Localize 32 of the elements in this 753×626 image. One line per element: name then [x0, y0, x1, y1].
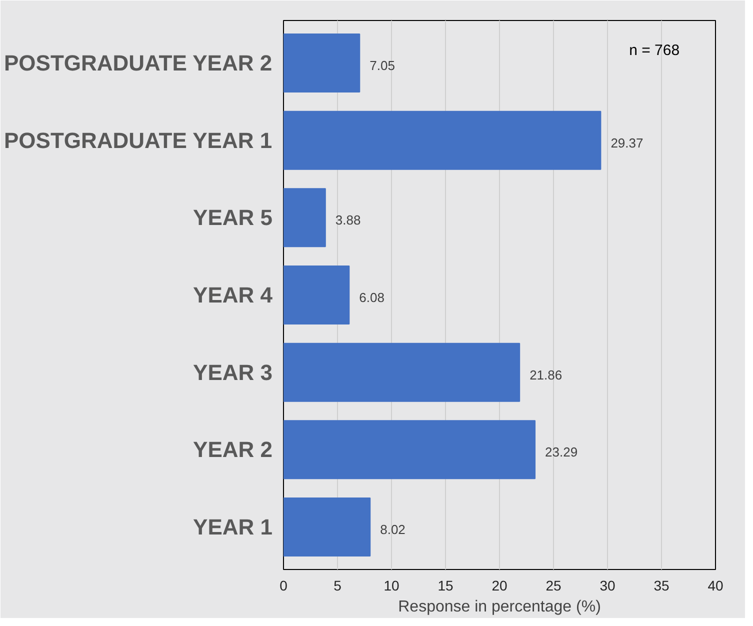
x-tick-label: 5: [334, 578, 342, 594]
x-tick-label: 0: [280, 578, 288, 594]
x-tick-label: 30: [600, 578, 616, 594]
bar: [284, 110, 602, 170]
bar: [284, 266, 350, 324]
y-tick-label: POSTGRADUATE YEAR 1: [4, 128, 272, 153]
data-label: 6.08: [359, 290, 384, 305]
x-tick-label: 25: [546, 578, 562, 594]
data-label: 8.02: [380, 522, 406, 537]
x-tick-label: 15: [438, 578, 454, 594]
data-label: 29.37: [610, 135, 644, 150]
annotation: n = 768: [629, 42, 680, 60]
data-label: 23.29: [545, 444, 578, 460]
bar: [284, 420, 536, 480]
y-tick-label: YEAR 1: [193, 514, 273, 540]
x-axis-title: Response in percentage (%): [398, 598, 601, 616]
y-tick-label: YEAR 4: [193, 282, 274, 308]
data-label: 7.05: [370, 58, 395, 74]
x-tick-label: 20: [492, 578, 508, 594]
y-tick-label: POSTGRADUATE YEAR 2: [4, 50, 272, 76]
bar: [284, 188, 326, 248]
x-tick-label: 35: [654, 578, 670, 594]
bar: [284, 34, 360, 93]
data-label: 3.88: [335, 212, 361, 228]
y-tick-label: YEAR 3: [193, 360, 273, 385]
y-tick-label: YEAR 5: [193, 205, 273, 230]
y-tick-label: YEAR 2: [193, 437, 273, 462]
bar: [284, 497, 371, 556]
data-label: 21.86: [530, 367, 562, 382]
x-tick-label: 10: [384, 578, 400, 594]
x-tick-label: 40: [708, 578, 724, 594]
bar: [284, 342, 520, 402]
